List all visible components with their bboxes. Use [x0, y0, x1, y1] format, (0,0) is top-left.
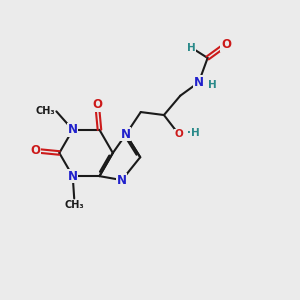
Text: O: O: [221, 38, 231, 51]
Text: N: N: [194, 76, 204, 89]
Text: H: H: [208, 80, 216, 90]
Text: CH₃: CH₃: [64, 200, 84, 210]
Text: N: N: [68, 169, 78, 183]
Text: N: N: [121, 128, 131, 141]
Text: O: O: [92, 98, 102, 111]
Text: ·H: ·H: [187, 128, 200, 139]
Text: N: N: [117, 174, 127, 187]
Text: CH₃: CH₃: [35, 106, 55, 116]
Text: O: O: [30, 144, 40, 157]
Text: H: H: [187, 43, 196, 52]
Text: N: N: [68, 123, 78, 136]
Text: O: O: [174, 129, 183, 139]
